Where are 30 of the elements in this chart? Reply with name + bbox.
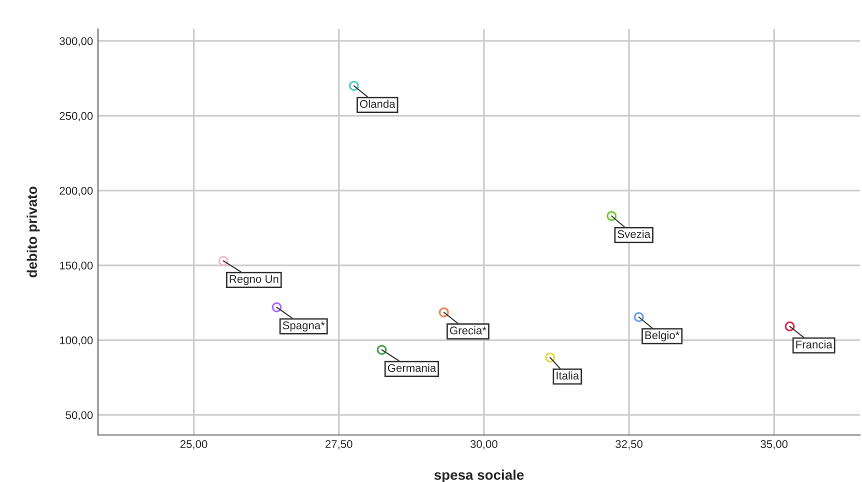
point	[272, 302, 282, 312]
y-tick-label: 200,00	[60, 186, 93, 196]
x-tick-label: 35,00	[760, 440, 788, 450]
point	[376, 344, 387, 355]
y-tick-label: 50,00	[66, 411, 93, 420]
point	[784, 321, 795, 332]
x-tick-label: 25,00	[180, 440, 208, 450]
y-axis-title: debito privato	[26, 186, 40, 278]
annotation: Olanda	[360, 100, 396, 108]
annotation: Svezia	[618, 230, 651, 238]
annotation: Regno Un	[230, 275, 278, 286]
point	[218, 256, 228, 266]
y-tick-label: 100,00	[60, 336, 93, 346]
point	[606, 210, 617, 221]
y-tick-label: 250,00	[60, 112, 93, 122]
annotation: Spagna*	[282, 321, 325, 332]
point	[545, 352, 556, 363]
x-tick-label: 27,50	[326, 440, 352, 450]
y-tick-label: 300,00	[60, 37, 93, 46]
annotation: Grecia*	[450, 326, 486, 334]
y-tick-label: 150,00	[60, 262, 93, 271]
point	[634, 312, 644, 322]
annotation: Italia	[556, 371, 580, 380]
x-tick-label: 30,00	[470, 440, 498, 450]
x-tick-label: 32,50	[616, 440, 642, 450]
annotation: Belgio*	[645, 331, 680, 342]
point	[348, 80, 359, 91]
point	[438, 307, 449, 318]
annotation: Germania	[388, 364, 436, 372]
annotation: Francia	[796, 340, 832, 348]
